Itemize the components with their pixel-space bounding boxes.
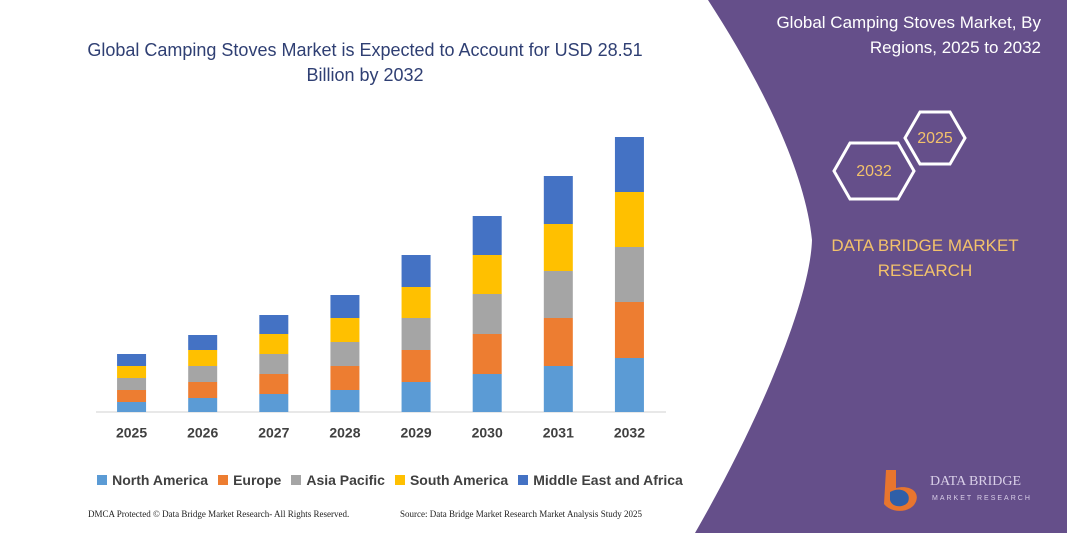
logo-name: DATA BRIDGE: [930, 474, 1021, 489]
x-tick-label: 2032: [614, 425, 645, 441]
legend-swatch: [218, 475, 229, 485]
hexagon: [832, 141, 916, 201]
bar-segment: [259, 374, 289, 394]
bar-segment: [472, 374, 502, 412]
bar-segment: [330, 366, 360, 390]
legend-item: Asia Pacific: [291, 472, 385, 488]
panel-title: Global Camping Stoves Market, By Regions…: [776, 13, 1041, 57]
x-tick-label: 2028: [329, 425, 360, 441]
bar-segment: [259, 354, 289, 374]
bar-segment: [614, 137, 644, 192]
bar-segment: [188, 382, 218, 398]
bar-segment: [117, 366, 147, 378]
legend-swatch: [394, 475, 405, 485]
legend-label: South America: [409, 472, 509, 488]
bar-segment: [614, 247, 644, 302]
bar-segment: [330, 295, 360, 318]
legend-swatch: [291, 475, 302, 485]
bar-segment: [117, 402, 147, 412]
hex-label: 2025: [917, 130, 953, 147]
legend-item: North America: [97, 472, 208, 488]
bar-segment: [188, 350, 218, 366]
copyright: DMCA Protected © Data Bridge Market Rese…: [88, 509, 350, 519]
bar-segment: [188, 398, 218, 412]
bar-segment: [543, 224, 573, 271]
legend-label: Middle East and Africa: [533, 472, 683, 488]
bar-segment: [472, 216, 502, 255]
bar-segment: [472, 334, 502, 374]
legend-item: South America: [394, 472, 509, 488]
bar-segment: [472, 294, 502, 334]
bar-segment: [614, 192, 644, 247]
bar-segment: [543, 176, 573, 224]
bar-segment: [543, 318, 573, 366]
bar-segment: [472, 255, 502, 294]
x-tick-label: 2026: [187, 425, 218, 441]
bar-segment: [614, 358, 644, 412]
legend-label: North America: [112, 472, 209, 488]
x-tick-label: 2025: [116, 425, 147, 441]
legend-item: Europe: [218, 472, 281, 488]
bar-segment: [401, 255, 431, 287]
bar-segment: [330, 342, 360, 366]
bar-segment: [543, 271, 573, 318]
x-tick-label: 2031: [543, 425, 574, 441]
bar-segment: [401, 382, 431, 412]
logo-icon: [890, 489, 909, 507]
hex-label: 2032: [856, 163, 892, 180]
x-tick-label: 2027: [258, 425, 289, 441]
x-tick-label: 2030: [472, 425, 503, 441]
bar-segment: [188, 335, 218, 350]
bar-segment: [259, 334, 289, 354]
bar-segment: [117, 378, 147, 390]
bar-segment: [543, 366, 573, 412]
bar-segment: [330, 318, 360, 342]
legend-label: Asia Pacific: [306, 472, 385, 488]
bar-segment: [259, 315, 289, 334]
source: Source: Data Bridge Market Research Mark…: [400, 509, 642, 519]
legend-item: Middle East and Africa: [518, 472, 683, 488]
legend-label: Europe: [233, 472, 282, 488]
chart-title: Global Camping Stoves Market is Expected…: [87, 40, 643, 85]
side-panel: [695, 0, 1067, 533]
x-tick-label: 2029: [400, 425, 431, 441]
bar-segment: [614, 302, 644, 358]
bar-segment: [117, 354, 147, 366]
legend-swatch: [518, 475, 529, 485]
bar-segment: [401, 318, 431, 350]
bar-segment: [401, 287, 431, 318]
bar-segment: [188, 366, 218, 382]
bar-segment: [117, 390, 147, 402]
logo-tagline: MARKET RESEARCH: [932, 495, 1032, 502]
hexagon: [903, 110, 967, 166]
bar-segment: [401, 350, 431, 382]
bar-segment: [259, 394, 289, 412]
legend-swatch: [97, 475, 108, 485]
legend: North America Europe Asia Pacific South Ame…: [60, 472, 720, 488]
brand: DATA BRIDGE MARKET RESEARCH: [831, 236, 1019, 280]
bar-segment: [330, 390, 360, 412]
